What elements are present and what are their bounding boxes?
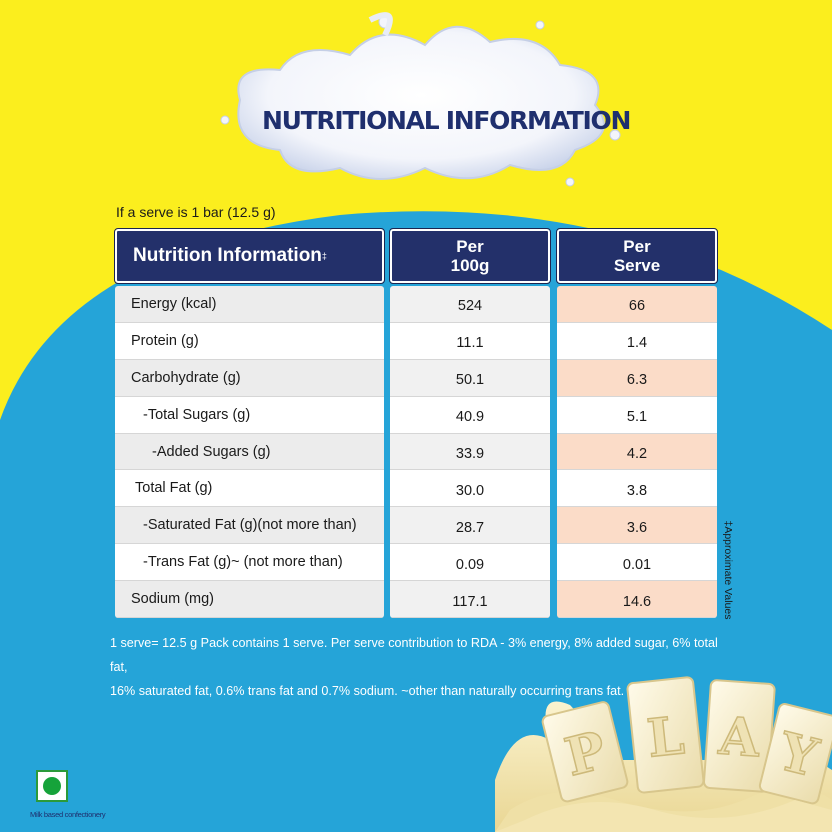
per100-trans-fat: 0.09	[390, 544, 550, 582]
rda-footnote: 1 serve= 12.5 g Pack contains 1 serve. P…	[110, 631, 730, 703]
header-per-100g-line1: Per	[456, 237, 484, 256]
serve-saturated-fat: 3.6	[557, 507, 717, 545]
header-per-100g: Per 100g	[389, 228, 551, 284]
approximate-values-note: ‡Approximate Values	[722, 520, 734, 620]
serve-protein: 1.4	[557, 322, 717, 360]
serve-carbohydrate: 6.3	[557, 359, 717, 397]
per100-total-fat: 30.0	[390, 470, 550, 508]
header-dagger: ‡	[321, 251, 327, 261]
nutrient-name-energy: Energy (kcal)	[115, 286, 384, 323]
nutrient-name-carbohydrate: Carbohydrate (g)	[115, 359, 384, 397]
chocolate-block-p: P	[541, 701, 629, 803]
nutrient-name-sodium: Sodium (mg)	[115, 581, 384, 619]
nutrient-name-protein: Protein (g)	[115, 322, 384, 360]
nutrient-name-trans-fat: -Trans Fat (g)~ (not more than)	[115, 544, 384, 582]
per100-protein: 11.1	[390, 322, 550, 360]
nutrient-name-total-fat: Total Fat (g)	[115, 470, 384, 508]
per-100g-column: Per 100g 524 11.1 50.1 40.9 33.9 30.0 28.…	[389, 228, 551, 619]
header-per-serve: Per Serve	[556, 228, 718, 284]
nutrient-name-column: Nutrition Information ‡ Energy (kcal) Pro…	[114, 228, 385, 619]
header-per-serve-line2: Serve	[613, 256, 661, 275]
serve-sodium: 14.6	[557, 581, 717, 619]
serve-total-sugars: 5.1	[557, 396, 717, 434]
bar-letter-l: L	[644, 705, 687, 769]
header-per-serve-line1: Per	[623, 237, 651, 256]
header-nutrition-information: Nutrition Information ‡	[114, 228, 385, 284]
serve-added-sugars: 4.2	[557, 433, 717, 471]
footnote-line-1: 1 serve= 12.5 g Pack contains 1 serve. P…	[110, 636, 718, 674]
serve-trans-fat: 0.01	[557, 544, 717, 582]
nutrient-name-added-sugars: -Added Sugars (g)	[115, 433, 384, 471]
header-per-100g-line2: 100g	[450, 256, 490, 275]
per100-carbohydrate: 50.1	[390, 359, 550, 397]
bar-letter-p: P	[559, 720, 612, 789]
milk-splash-icon	[220, 12, 621, 187]
milk-based-label: Milk based confectionery	[30, 810, 106, 819]
per100-sodium: 117.1	[390, 581, 550, 619]
page-title: NUTRITIONAL INFORMATION	[262, 106, 631, 135]
header-name-label: Nutrition Information	[133, 245, 322, 266]
serve-energy: 66	[557, 286, 717, 323]
chocolate-block-y: Y	[758, 703, 832, 805]
veg-dot	[43, 777, 61, 795]
nutrient-name-total-sugars: -Total Sugars (g)	[115, 396, 384, 434]
per-serve-column: Per Serve 66 1.4 6.3 5.1 4.2 3.8 3.6 0.01…	[556, 228, 718, 619]
chocolate-bar-icon: P L A Y	[495, 676, 832, 832]
serve-total-fat: 3.8	[557, 470, 717, 508]
serve-note: If a serve is 1 bar (12.5 g)	[116, 204, 276, 220]
nutrient-name-saturated-fat: -Saturated Fat (g)(not more than)	[115, 507, 384, 545]
chocolate-block-a: A	[702, 679, 776, 793]
per100-added-sugars: 33.9	[390, 433, 550, 471]
footnote-line-2: 16% saturated fat, 0.6% trans fat and 0.…	[110, 684, 625, 698]
chocolate-block-l: L	[626, 676, 705, 794]
per100-energy: 524	[390, 286, 550, 323]
veg-symbol-icon	[36, 770, 68, 802]
per100-total-sugars: 40.9	[390, 396, 550, 434]
per100-saturated-fat: 28.7	[390, 507, 550, 545]
bar-letter-a: A	[716, 706, 762, 770]
